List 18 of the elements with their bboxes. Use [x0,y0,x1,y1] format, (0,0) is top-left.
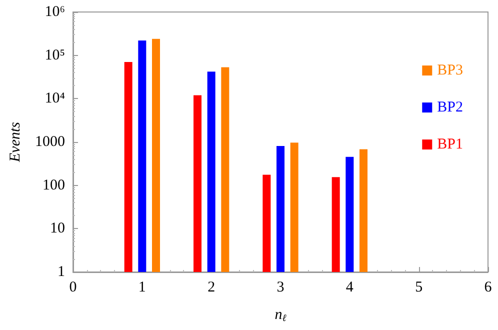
legend-label: BP3 [437,62,464,78]
x-tick-label: 3 [276,280,284,296]
y-tick-label: 1 [58,264,65,280]
y-tick-label: 1000 [35,134,65,150]
x-tick-label: 5 [415,280,423,296]
y-tick-label: 10⁵ [44,47,65,64]
y-tick-label: 10⁴ [44,90,65,107]
x-tick-label: 0 [69,280,77,296]
x-tick-label: 6 [484,280,492,296]
legend-label: BP1 [437,136,464,152]
x-tick-label: 1 [138,280,146,296]
x-tick-label: 2 [208,280,216,296]
legend-label: BP2 [437,100,464,116]
y-tick-label: 10⁶ [44,4,65,20]
y-axis-title: Events [8,122,24,163]
y-tick-label: 100 [42,177,65,194]
y-tick-label: 10 [50,220,65,237]
x-tick-label: 4 [346,280,354,296]
